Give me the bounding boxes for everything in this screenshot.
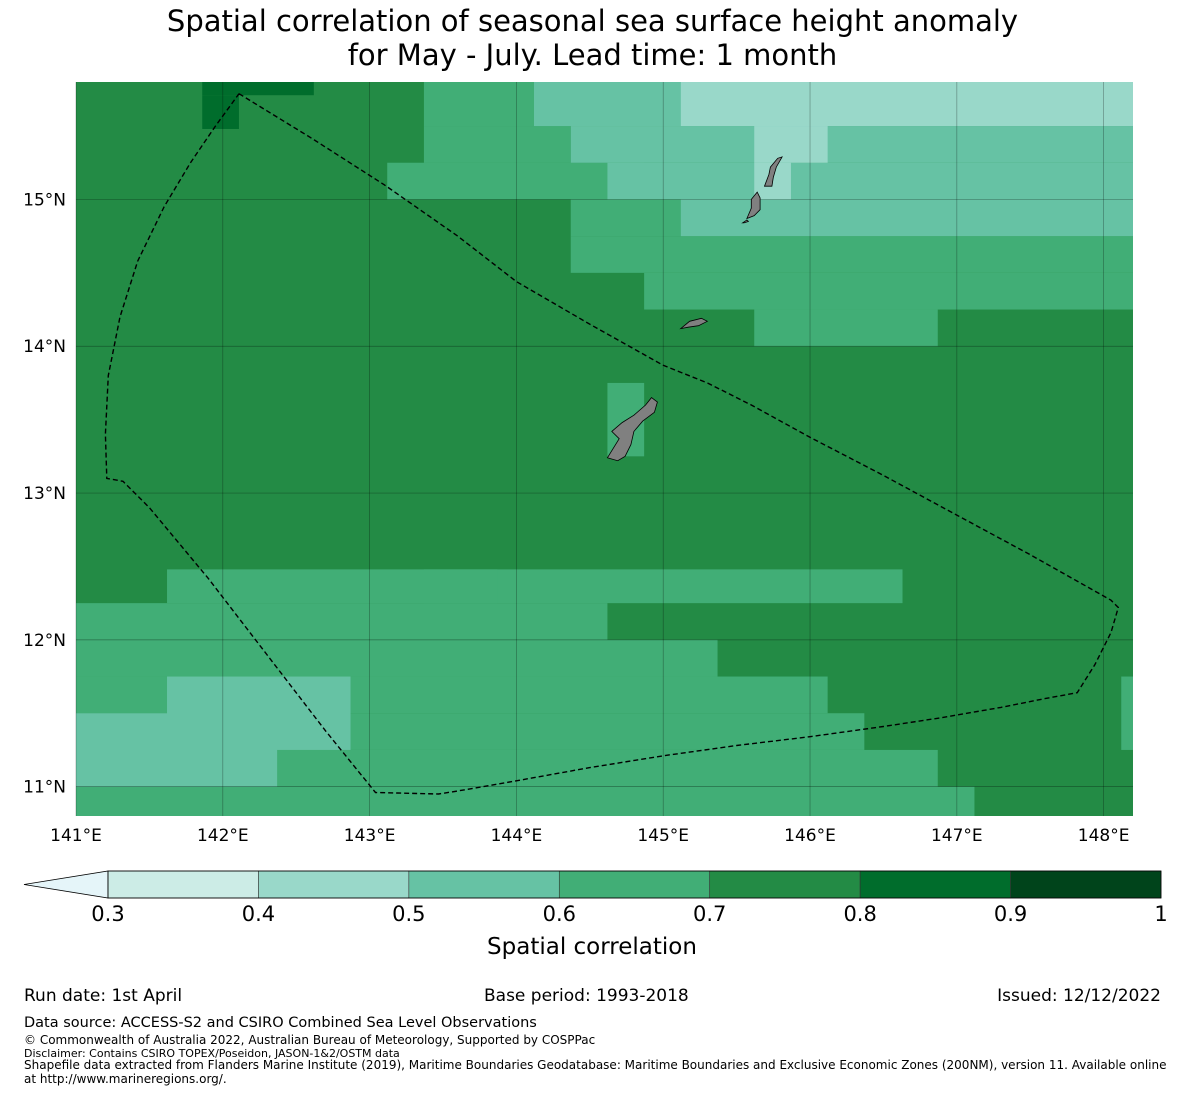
colorbar-bin: [107, 870, 259, 899]
map-gridlines: [75, 82, 1133, 816]
data-source: Data source: ACCESS-S2 and CSIRO Combine…: [24, 1015, 537, 1031]
correlation-cell: [570, 236, 1133, 273]
latitude-labels: 15°N 14°N 13°N 12°N 11°N: [23, 190, 66, 797]
colorbar-label: Spatial correlation: [487, 934, 697, 960]
correlation-cell: [607, 162, 1133, 200]
chart-title: Spatial correlation of seasonal sea surf…: [0, 4, 1185, 72]
correlation-cell: [754, 126, 828, 163]
island-saipan: [763, 156, 783, 187]
correlation-cell: [644, 272, 1133, 310]
correlation-cell: [754, 309, 938, 347]
colorbar-tick-label: 0.4: [242, 902, 275, 926]
latitude-tick-label: 12°N: [23, 631, 66, 651]
shapefile-credit-line-1: Shapefile data extracted from Flanders M…: [24, 1058, 1167, 1072]
colorbar-outline: [107, 870, 1162, 899]
disclaimer: Disclaimer: Contains CSIRO TOPEX/Poseido…: [24, 1047, 400, 1060]
correlation-cell: [423, 126, 571, 163]
longitude-tick-label: 148°E: [1078, 826, 1130, 846]
shapefile-credit-line-2: at http://www.marineregions.org/.: [24, 1072, 227, 1086]
colorbar-tick-label: 1: [1154, 902, 1167, 926]
longitude-tick-label: 143°E: [344, 826, 396, 846]
colorbar-tick-label: 0.8: [843, 902, 876, 926]
longitude-tick-label: 147°E: [931, 826, 983, 846]
colorbar-tick-label: 0.3: [91, 902, 124, 926]
latitude-tick-label: 14°N: [23, 337, 66, 357]
colorbar: 0.3 0.4 0.5 0.6 0.7 0.8 0.9 1 Spatial correlati…: [23, 870, 1168, 960]
islands: [606, 156, 783, 462]
correlation-cell: [76, 786, 975, 816]
island-tinian: [746, 191, 761, 220]
correlation-cell: [76, 639, 718, 677]
run-date: Run date: 1st April: [24, 986, 183, 1006]
correlation-cell: [76, 713, 278, 787]
colorbar-tick-label: 0.5: [392, 902, 425, 926]
colorbar-ticks: 0.3 0.4 0.5 0.6 0.7 0.8 0.9 1: [91, 902, 1167, 926]
correlation-cell: [423, 569, 903, 604]
island-aguijan: [741, 219, 750, 224]
correlation-cell: [76, 603, 608, 640]
island-rota: [679, 317, 709, 330]
latitude-tick-label: 11°N: [23, 778, 66, 798]
colorbar-bin: [258, 870, 410, 899]
correlation-cell: [1121, 676, 1133, 750]
title-line-2: for May - July. Lead time: 1 month: [347, 38, 838, 72]
colorbar-bin: [558, 870, 711, 899]
correlation-cell: [570, 126, 1133, 163]
correlation-map: 15°N 14°N 13°N 12°N 11°N 141°E 142°E 143°E 144°…: [23, 82, 1133, 846]
title-line-1: Spatial correlation of seasonal sea surf…: [166, 4, 1019, 38]
correlation-cell: [202, 82, 314, 96]
island-guam: [606, 397, 658, 462]
longitude-tick-label: 142°E: [197, 826, 249, 846]
longitude-tick-label: 144°E: [491, 826, 543, 846]
longitude-labels: 141°E 142°E 143°E 144°E 145°E 146°E 147°E 148°E: [50, 826, 1129, 846]
colorbar-extend-triangle: [23, 870, 109, 899]
issued-date: Issued: 12/12/2022: [997, 986, 1161, 1006]
longitude-tick-label: 141°E: [50, 826, 102, 846]
colorbar-tick-label: 0.7: [693, 902, 726, 926]
colorbar-bins: [23, 870, 1162, 899]
longitude-tick-label: 145°E: [637, 826, 689, 846]
eez-boundary: [104, 93, 1120, 795]
correlation-cell: [680, 82, 1133, 127]
latitude-tick-label: 13°N: [23, 484, 66, 504]
correlation-cell: [202, 95, 239, 129]
longitude-tick-label: 146°E: [784, 826, 836, 846]
colorbar-bin: [709, 870, 861, 899]
colorbar-tick-label: 0.9: [994, 902, 1027, 926]
base-period: Base period: 1993-2018: [484, 986, 689, 1006]
colorbar-bin: [859, 870, 1011, 899]
correlation-cell: [167, 569, 498, 604]
colorbar-tick-label: 0.6: [543, 902, 576, 926]
colorbar-bin: [1010, 870, 1162, 899]
colorbar-bin: [408, 870, 560, 899]
latitude-tick-label: 15°N: [23, 190, 66, 210]
copyright: © Commonwealth of Australia 2022, Austra…: [24, 1033, 596, 1047]
correlation-cells: [76, 82, 1133, 816]
